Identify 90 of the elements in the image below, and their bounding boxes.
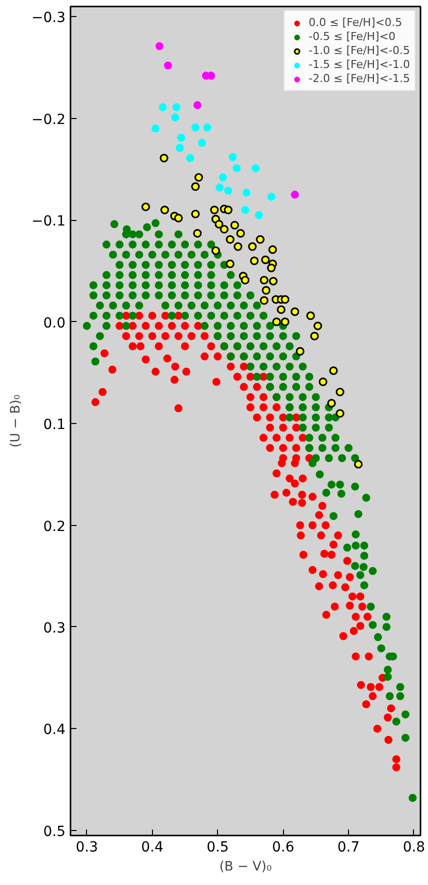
legend-label: -0.5 ≤ [Fe/H]<0 (308, 30, 396, 43)
point (240, 276, 250, 284)
point (224, 186, 232, 195)
point (242, 188, 250, 197)
y-tick-label: −0.1 (32, 214, 66, 230)
x-tick-label: 0.3 (76, 840, 98, 856)
point (160, 154, 168, 162)
point (158, 103, 167, 112)
y-tick-label: −0.3 (32, 10, 66, 26)
point (318, 378, 328, 386)
point (164, 62, 172, 70)
point (203, 124, 212, 132)
point (220, 224, 229, 234)
x-tick-label: 0.4 (141, 840, 164, 856)
point (193, 229, 202, 238)
point (280, 318, 290, 326)
point (155, 42, 164, 50)
y-tick-label: 0.0 (43, 315, 66, 332)
point (228, 153, 237, 162)
point (268, 245, 277, 254)
point (186, 154, 194, 162)
point (329, 366, 338, 375)
point (306, 311, 315, 320)
point (296, 347, 304, 356)
point (194, 173, 204, 182)
legend-label: -1.0 ≤ [Fe/H]<-0.5 (308, 44, 410, 57)
point (267, 192, 276, 201)
x-tick-label: 0.6 (272, 840, 294, 856)
point (214, 220, 224, 228)
point (260, 296, 268, 305)
point (191, 124, 200, 132)
point (232, 164, 241, 172)
point (241, 206, 250, 214)
point (176, 144, 184, 152)
x-tick-label: 0.5 (206, 840, 229, 856)
y-tick-label: 0.5 (43, 824, 66, 840)
point (236, 229, 245, 238)
point (171, 113, 180, 122)
point (272, 318, 281, 326)
point (260, 276, 268, 284)
legend-label: -2.0 ≤ [Fe/H]<-1.5 (308, 72, 410, 85)
point (310, 332, 319, 340)
point (290, 307, 300, 316)
x-tick-label: 0.8 (402, 840, 426, 856)
x-axis-title: (B − V)₀ (219, 860, 272, 874)
point (269, 276, 278, 286)
point (177, 134, 186, 142)
y-tick-label: 0.1 (43, 417, 66, 434)
x-tick-label: 0.7 (337, 840, 360, 856)
point (224, 206, 232, 214)
point (336, 388, 344, 396)
point (141, 202, 150, 212)
y-tick-label: 0.4 (43, 722, 66, 738)
y-tick-label: 0.2 (43, 518, 66, 535)
point (252, 164, 260, 172)
point (256, 235, 265, 244)
point (280, 295, 290, 304)
point (193, 101, 202, 110)
y-tick-label: −0.2 (32, 112, 66, 128)
point (160, 206, 170, 214)
legend-label: -1.5 ≤ [Fe/H]<-1.0 (308, 58, 410, 71)
point (354, 460, 363, 469)
point (336, 409, 344, 418)
point (290, 190, 299, 199)
point (254, 211, 263, 220)
point (191, 182, 200, 191)
point (234, 242, 242, 251)
point (174, 214, 183, 222)
y-tick-label: 0.3 (43, 620, 66, 636)
point (172, 103, 180, 112)
point (261, 255, 270, 264)
point (230, 220, 240, 230)
point (210, 206, 219, 214)
point (226, 260, 234, 268)
point (191, 210, 200, 218)
legend-label: 0.0 ≤ [Fe/H]<0.5 (308, 16, 402, 29)
point (248, 242, 257, 251)
point (226, 235, 234, 244)
point (262, 286, 270, 295)
point (267, 264, 276, 272)
point (250, 256, 259, 266)
point (216, 184, 224, 192)
point (327, 398, 336, 408)
point (198, 138, 206, 147)
y-axis-title: (U − B)₀ (8, 394, 24, 448)
point (152, 124, 160, 133)
point (218, 173, 227, 182)
point (211, 246, 220, 255)
point (313, 322, 322, 330)
point (276, 305, 286, 314)
